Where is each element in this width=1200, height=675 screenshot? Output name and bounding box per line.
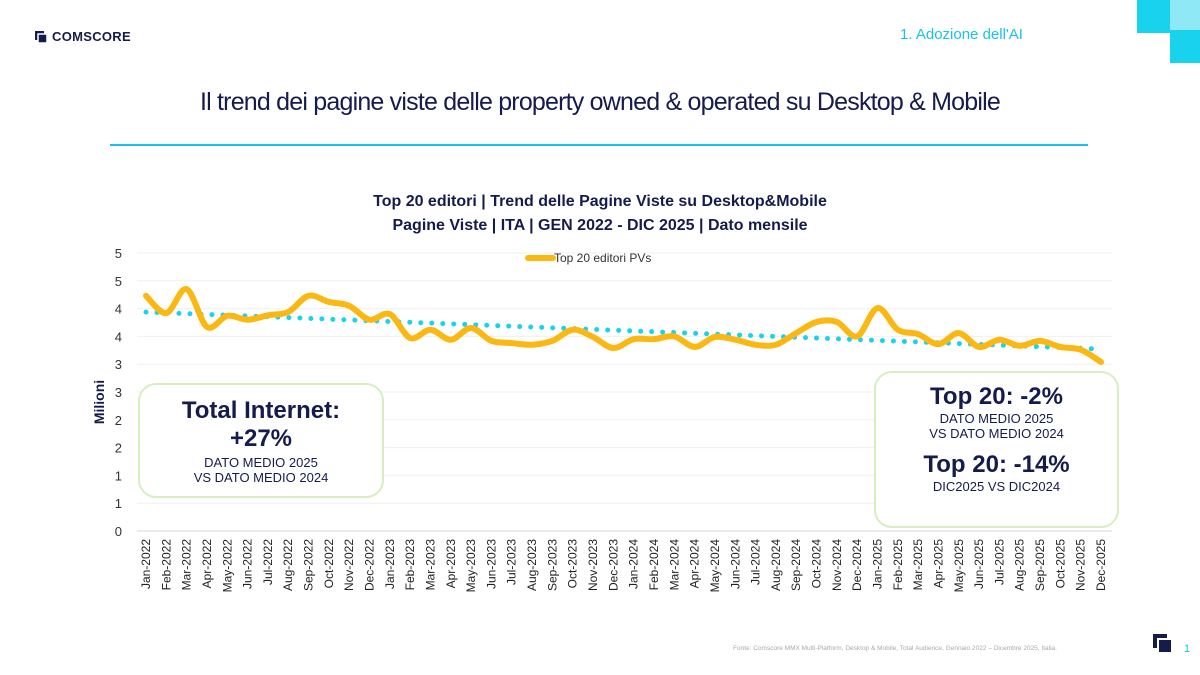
y-tick-label: 2: [115, 441, 122, 456]
x-tick-label: Apr-2022: [200, 539, 214, 589]
legend-label: Top 20 editori PVs: [554, 251, 651, 265]
x-tick-label: May-2024: [708, 539, 722, 593]
callout-line2: VS DATO MEDIO 2024: [193, 470, 329, 485]
x-tick-label: Dec-2023: [606, 539, 620, 591]
callout-headline-2: Top 20: -14%: [923, 451, 1070, 478]
x-tick-label: Apr-2023: [444, 539, 458, 589]
x-tick-label: Dec-2022: [363, 539, 377, 591]
title-divider: [110, 144, 1088, 146]
x-tick-label: Aug-2025: [1013, 539, 1027, 591]
x-tick-label: Feb-2022: [159, 539, 173, 591]
x-tick-label: Jun-2023: [484, 539, 498, 589]
x-tick-label: May-2025: [952, 539, 966, 593]
logo-icon: [35, 30, 47, 43]
chart-title-line1: Top 20 editori | Trend delle Pagine Vist…: [373, 193, 827, 210]
series-line-top20: [143, 286, 1104, 365]
callout-headline: Total Internet:: [181, 397, 341, 424]
x-tick-label: Jan-2023: [383, 539, 397, 589]
x-tick-label: May-2023: [464, 539, 478, 593]
y-tick-label: 4: [115, 302, 122, 317]
x-tick-label: Jul-2025: [992, 539, 1006, 585]
x-tick-label: Mar-2024: [667, 539, 681, 591]
x-tick-label: Feb-2025: [891, 539, 905, 591]
x-tick-label: Oct-2024: [810, 539, 824, 589]
x-tick-label: Oct-2022: [322, 539, 336, 589]
x-tick-label: Jul-2022: [261, 539, 275, 585]
x-tick-label: Jun-2022: [241, 539, 255, 589]
x-tick-label: Nov-2023: [586, 539, 600, 591]
x-tick-label: May-2022: [220, 539, 234, 593]
x-tick-label: Feb-2024: [647, 539, 661, 591]
callout-headline-1: Top 20: -2%: [930, 383, 1063, 410]
x-tick-label: Nov-2025: [1074, 539, 1088, 591]
y-tick-label: 1: [115, 496, 122, 511]
x-tick-label: Feb-2023: [403, 539, 417, 591]
x-tick-label: Sep-2023: [545, 539, 559, 591]
x-tick-label: Jan-2022: [139, 539, 153, 589]
logo-text: COMSCORE: [52, 29, 131, 44]
y-tick-label: 0: [115, 524, 122, 539]
x-tick-label: Apr-2025: [931, 539, 945, 589]
callout-line2: VS DATO MEDIO 2024: [929, 426, 1064, 441]
x-tick-label: Jan-2025: [870, 539, 884, 589]
y-tick-label: 3: [115, 357, 122, 372]
x-tick-label: Jul-2024: [749, 539, 763, 585]
x-tick-label: Mar-2022: [180, 539, 194, 591]
x-tick-label: Mar-2023: [423, 539, 437, 591]
x-tick-label: Jul-2023: [505, 539, 519, 585]
x-tick-label: Nov-2022: [342, 539, 356, 591]
x-tick-label: Jun-2024: [728, 539, 742, 589]
callout-line3: DIC2025 VS DIC2024: [932, 479, 1061, 494]
x-tick-label: Sep-2024: [789, 539, 803, 591]
y-tick-label: 5: [115, 246, 122, 261]
x-tick-label: Aug-2022: [281, 539, 295, 591]
x-tick-label: Aug-2024: [769, 539, 783, 591]
footer-logo-icon: [1153, 634, 1173, 654]
x-tick-label: Nov-2024: [830, 539, 844, 591]
comscore-logo: COMSCORE: [35, 29, 131, 44]
section-label: 1. Adozione dell'AI: [900, 26, 1023, 43]
x-tick-label: Apr-2024: [688, 539, 702, 589]
x-tick-label: Aug-2023: [525, 539, 539, 591]
callout-value: +27%: [229, 425, 293, 452]
y-tick-label: 1: [115, 468, 122, 483]
x-tick-label: Sep-2025: [1033, 539, 1047, 591]
y-tick-label: 5: [115, 274, 122, 289]
y-tick-label: 4: [115, 329, 122, 344]
callout-top20: Top 20: -2% DATO MEDIO 2025 VS DATO MEDI…: [874, 371, 1119, 528]
x-tick-label: Jan-2024: [627, 539, 641, 589]
x-tick-label: Jun-2025: [972, 539, 986, 589]
x-tick-label: Dec-2025: [1094, 539, 1108, 591]
corner-decoration: [1137, 0, 1200, 63]
x-tick-label: Oct-2023: [566, 539, 580, 589]
callout-line1: DATO MEDIO 2025: [204, 455, 318, 470]
x-tick-label: Sep-2022: [302, 539, 316, 591]
page-title: Il trend dei pagine viste delle property…: [199, 88, 1001, 116]
page-number: 1: [1184, 643, 1191, 655]
x-tick-label: Mar-2025: [911, 539, 925, 591]
callout-line1: DATO MEDIO 2025: [939, 411, 1054, 426]
x-tick-label: Oct-2025: [1053, 539, 1067, 589]
x-tick-label: Dec-2024: [850, 539, 864, 591]
y-tick-label: 2: [115, 413, 122, 428]
y-axis-label: Milioni: [91, 380, 107, 424]
callout-total-internet: Total Internet: +27% DATO MEDIO 2025 VS …: [138, 383, 384, 498]
chart-title-line2: Pagine Viste | ITA | GEN 2022 - DIC 2025…: [392, 217, 808, 234]
source-note: Fonte: Comscore MMX Multi-Platform, Desk…: [733, 645, 1057, 652]
y-tick-label: 3: [115, 385, 122, 400]
